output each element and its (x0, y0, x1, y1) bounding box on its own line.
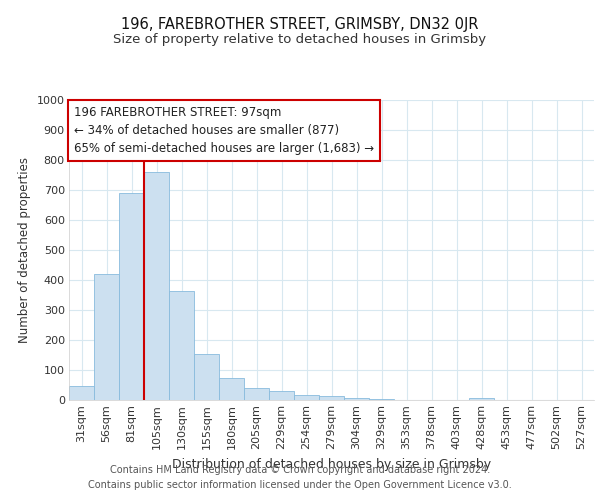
Text: 196, FAREBROTHER STREET, GRIMSBY, DN32 0JR: 196, FAREBROTHER STREET, GRIMSBY, DN32 0… (121, 18, 479, 32)
Bar (69, 386, 94, 400)
Bar (269, 391, 294, 400)
Bar (469, 398, 494, 400)
Bar (219, 378, 244, 400)
Bar (169, 292, 194, 400)
Y-axis label: Number of detached properties: Number of detached properties (18, 157, 31, 343)
Bar (319, 396, 344, 400)
Text: 196 FAREBROTHER STREET: 97sqm
← 34% of detached houses are smaller (877)
65% of : 196 FAREBROTHER STREET: 97sqm ← 34% of d… (74, 106, 374, 155)
X-axis label: Distribution of detached houses by size in Grimsby: Distribution of detached houses by size … (172, 458, 491, 470)
Bar (144, 172, 169, 400)
Bar (344, 398, 369, 400)
Bar (294, 395, 319, 400)
Bar (369, 398, 394, 400)
Bar (94, 274, 119, 400)
Bar (194, 354, 219, 400)
Text: Contains HM Land Registry data © Crown copyright and database right 2024.: Contains HM Land Registry data © Crown c… (110, 465, 490, 475)
Bar (244, 388, 269, 400)
Bar (119, 193, 144, 400)
Text: Size of property relative to detached houses in Grimsby: Size of property relative to detached ho… (113, 32, 487, 46)
Text: Contains public sector information licensed under the Open Government Licence v3: Contains public sector information licen… (88, 480, 512, 490)
